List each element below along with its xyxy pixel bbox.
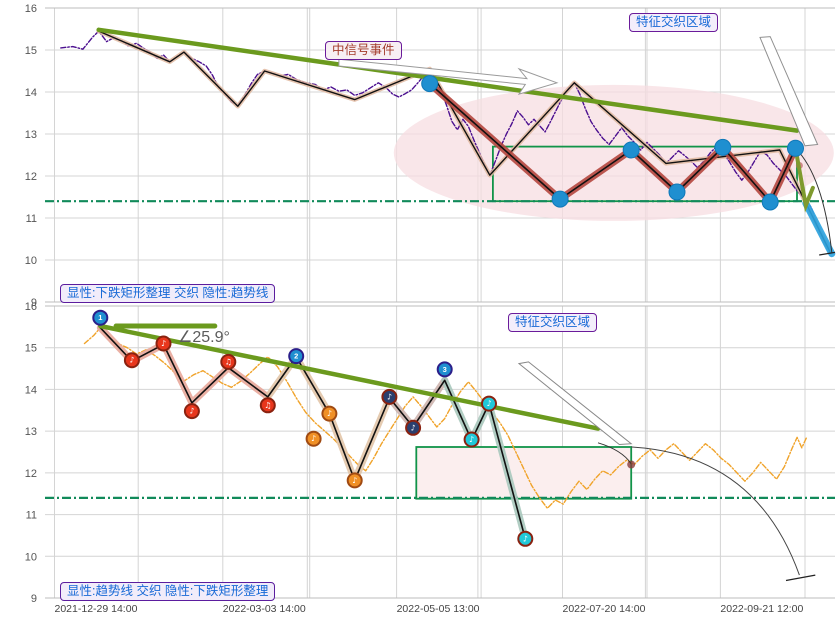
- forecast-arc-tick: [785, 574, 816, 582]
- x-tick-label: 2021-12-29 14:00: [55, 603, 138, 615]
- series-price-dashdot: [60, 30, 831, 255]
- event-arrow: [338, 58, 559, 95]
- series-zigzag-black: [98, 30, 831, 254]
- major-pivot-label: 1: [98, 313, 102, 322]
- consolidation-box: [415, 446, 633, 500]
- x-tick-label: 2022-05-05 13:00: [397, 603, 480, 615]
- note-marker-glyph: ♪: [523, 534, 528, 543]
- note-marker[interactable]: [381, 388, 398, 405]
- note-marker[interactable]: [463, 431, 480, 448]
- pivot-marker[interactable]: [551, 190, 569, 208]
- major-pivot-marker[interactable]: [288, 348, 305, 365]
- forecast-arc-tick: [819, 251, 836, 256]
- major-pivot-label: 3: [443, 365, 447, 374]
- forecast-arc: [631, 446, 800, 576]
- note-marker[interactable]: [405, 419, 422, 436]
- y-tick-label: 11: [26, 510, 37, 522]
- major-pivot-label: 2: [294, 352, 298, 361]
- forecast-hook: [597, 442, 632, 464]
- note-marker[interactable]: [220, 353, 237, 370]
- pivot-marker[interactable]: [787, 139, 804, 157]
- x-tick-label: 2022-07-20 14:00: [563, 603, 646, 615]
- pivot-marker[interactable]: [668, 183, 686, 201]
- major-pivot-marker[interactable]: [92, 309, 109, 326]
- upper-panel: 16 15 14 13 12 11 10 9: [25, 3, 836, 309]
- y-tick-label: 12: [25, 171, 37, 183]
- note-marker-glyph: ♪: [161, 339, 166, 348]
- y-tick-label: 9: [31, 297, 37, 309]
- segment-core: [769, 147, 797, 203]
- y-tick-label: 13: [25, 426, 37, 438]
- zone-callout-arrow: [517, 361, 633, 446]
- x-tick-label: 2022-09-21 12:00: [720, 603, 803, 615]
- y-tick-label: 15: [25, 343, 37, 355]
- note-marker-glyph: ♪: [387, 392, 392, 401]
- y-tick-label: 13: [25, 129, 37, 141]
- lower-zone-annotation[interactable]: 特征交织区域: [508, 313, 598, 332]
- note-marker-glyph: ♪: [327, 409, 332, 418]
- pivot-marker[interactable]: [622, 141, 640, 159]
- note-marker[interactable]: [517, 530, 534, 547]
- note-marker-glyph: ♪: [486, 399, 491, 408]
- y-tick-label: 9: [31, 593, 37, 605]
- forecast-arc: [795, 147, 833, 253]
- lower-panel-legend[interactable]: 显性:趋势线 交织 隐性:下跌矩形整理: [60, 582, 276, 601]
- note-marker-glyph: ♪: [469, 435, 474, 444]
- segment-core: [630, 149, 678, 193]
- segment-core: [428, 82, 561, 200]
- pivot-marker[interactable]: [761, 193, 779, 211]
- upper-zone-annotation[interactable]: 特征交织区域: [629, 13, 719, 32]
- note-marker-glyph: ♪: [311, 434, 316, 443]
- upper-panel-legend[interactable]: 显性:下跌矩形整理 交织 隐性:趋势线: [60, 284, 276, 303]
- y-tick-label: 11: [26, 213, 37, 225]
- descending-trendline: [98, 323, 601, 431]
- minor-olive-segment: [793, 146, 815, 213]
- y-tick-label: 14: [25, 87, 37, 99]
- y-tick-label: 16: [25, 3, 37, 15]
- y-tick-label: 14: [25, 384, 37, 396]
- note-marker-glyph: ♫: [225, 357, 232, 366]
- note-marker-glyph: ♫: [264, 401, 271, 410]
- note-marker[interactable]: [346, 472, 363, 489]
- y-tick-label: 12: [25, 468, 37, 480]
- segment-core: [559, 149, 633, 200]
- note-marker-glyph: ♪: [129, 356, 134, 365]
- segment-projection-blue: [802, 199, 836, 258]
- segment-core: [676, 146, 724, 193]
- note-marker[interactable]: [155, 335, 172, 352]
- angle-annotation: ∠25.9°: [178, 329, 230, 346]
- note-marker-glyph: ♪: [411, 423, 416, 432]
- pivot-marker[interactable]: [421, 75, 439, 93]
- upper-event-annotation[interactable]: 中信号事件: [325, 41, 402, 60]
- pivot-marker[interactable]: [714, 138, 732, 156]
- y-tick-label: 15: [25, 45, 37, 57]
- segment-core: [721, 146, 772, 203]
- note-marker-glyph: ♪: [189, 407, 194, 416]
- note-marker[interactable]: [481, 395, 497, 412]
- zone-callout-arrow: [759, 36, 819, 147]
- note-marker[interactable]: [123, 352, 140, 369]
- note-marker[interactable]: [259, 397, 276, 414]
- note-marker[interactable]: [305, 430, 322, 447]
- y-tick-label: 10: [25, 551, 37, 563]
- y-tick-label: 16: [25, 301, 37, 313]
- note-marker[interactable]: [183, 403, 200, 420]
- x-tick-label: 2022-03-03 14:00: [223, 603, 306, 615]
- descending-trendline: [96, 27, 800, 133]
- major-pivot-marker[interactable]: [436, 361, 453, 378]
- note-marker[interactable]: [321, 405, 338, 422]
- forecast-point: [627, 460, 636, 469]
- note-marker-glyph: ♪: [352, 476, 357, 485]
- y-tick-label: 10: [25, 255, 37, 267]
